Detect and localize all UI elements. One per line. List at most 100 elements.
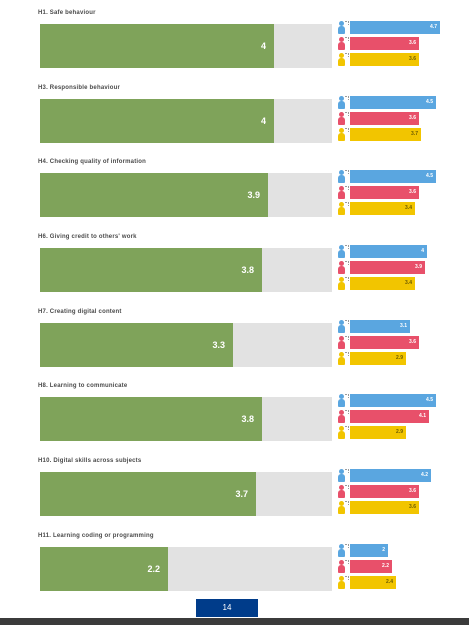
group-bar-label: 3.1 [400,323,407,329]
group-bar-blue: 3.1 [350,320,410,333]
group-icons [336,544,349,594]
group-bar-yellow: 2.9 [350,352,406,365]
group-bar-label: 3.6 [409,339,416,345]
group-icons [336,170,349,220]
indicator-title: H11. Learning coding or programming [38,533,154,539]
page-number: 14 [196,599,258,617]
person-blue-icon [336,21,349,35]
indicator-title: H6. Giving credit to others' work [38,234,137,240]
person-red-icon [336,261,349,275]
group-bar-blue: 4.5 [350,170,436,183]
group-bar-label: 4.5 [426,397,433,403]
group-bar-red: 4.1 [350,410,429,423]
overall-score-bar [40,472,256,516]
group-bar-yellow: 3.4 [350,277,415,290]
group-bar-yellow: 3.6 [350,501,419,514]
group-bar-label: 3.6 [409,40,416,46]
overall-score-label: 4 [260,116,266,126]
indicator-block: H11. Learning coding or programming 2.2 2 2… [38,531,418,601]
group-icons [336,245,349,295]
person-blue-icon [336,320,349,334]
group-bar-label: 3.6 [409,488,416,494]
group-bar-label: 3.7 [411,131,418,137]
group-bar-label: 4 [421,248,424,254]
group-bar-red: 3.6 [350,186,419,199]
person-red-icon [336,37,349,51]
group-bar-label: 3.6 [409,56,416,62]
overall-score-bar [40,323,233,367]
group-bar-red: 3.6 [350,485,419,498]
indicator-title: H4. Checking quality of information [38,159,147,165]
group-bar-label: 2.2 [382,563,389,569]
overall-score-label: 2.2 [147,564,160,574]
indicator-title: H10. Digital skills across subjects [38,458,142,464]
indicator-block: H10. Digital skills across subjects 3.7 4.… [38,456,431,526]
group-bar-blue: 4.2 [350,469,431,482]
person-blue-icon [336,469,349,483]
person-red-icon [336,112,349,126]
overall-score-label: 3.8 [241,414,254,424]
person-blue-icon [336,170,349,184]
group-bar-label: 3.4 [405,280,412,286]
overall-score-bar [40,173,268,217]
person-blue-icon [336,245,349,259]
indicator-block: H3. Responsible behaviour 4 4.5 3.6 3.7 [38,83,436,153]
overall-score-label: 3.8 [241,265,254,275]
group-icons [336,21,349,71]
indicator-block: H6. Giving credit to others' work 3.8 4 3.9… [38,232,427,302]
person-yellow-icon [336,426,349,440]
person-red-icon [336,485,349,499]
overall-score-track: 3.7 [40,472,332,516]
overall-score-track: 3.8 [40,248,332,292]
overall-score-track: 3.8 [40,397,332,441]
group-bar-blue: 4.7 [350,21,440,34]
overall-score-bar [40,397,262,441]
overall-score-track: 3.9 [40,173,332,217]
person-red-icon [336,410,349,424]
person-blue-icon [336,544,349,558]
person-blue-icon [336,96,349,110]
group-bar-label: 4.5 [426,99,433,105]
group-bar-label: 4.7 [430,24,437,30]
overall-score-bar [40,547,168,591]
group-bar-red: 3.9 [350,261,425,274]
group-bar-yellow: 3.4 [350,202,415,215]
group-bar-label: 4.5 [426,173,433,179]
person-yellow-icon [336,501,349,515]
group-bar-label: 2.9 [396,355,403,361]
indicator-block: H1. Safe behaviour 4 4.7 3.6 3.6 [38,8,440,78]
person-red-icon [336,336,349,350]
group-icons [336,320,349,370]
group-bar-blue: 4 [350,245,427,258]
group-icons [336,394,349,444]
overall-score-label: 3.3 [212,340,225,350]
group-bar-yellow: 2.9 [350,426,406,439]
indicator-title: H7. Creating digital content [38,309,122,315]
indicator-block: H4. Checking quality of information 3.9 4.… [38,157,436,227]
group-bar-label: 3.4 [405,205,412,211]
group-bar-label: 2.4 [386,579,393,585]
person-yellow-icon [336,277,349,291]
overall-score-track: 4 [40,24,332,68]
overall-score-label: 3.7 [235,489,248,499]
person-yellow-icon [336,352,349,366]
indicator-title: H8. Learning to communicate [38,383,128,389]
indicator-block: H8. Learning to communicate 3.8 4.5 4.1 2.9 [38,381,436,451]
group-bar-yellow: 3.6 [350,53,419,66]
group-bar-label: 4.1 [419,413,426,419]
footer-bar [0,618,469,625]
group-icons [336,96,349,146]
overall-score-track: 3.3 [40,323,332,367]
overall-score-bar [40,99,274,143]
group-bar-blue: 2 [350,544,388,557]
group-bar-red: 3.6 [350,37,419,50]
group-bar-blue: 4.5 [350,394,436,407]
overall-score-track: 2.2 [40,547,332,591]
group-bar-label: 3.6 [409,115,416,121]
indicator-title: H1. Safe behaviour [38,10,96,16]
person-blue-icon [336,394,349,408]
group-bar-blue: 4.5 [350,96,436,109]
group-bar-label: 2 [382,547,385,553]
person-yellow-icon [336,128,349,142]
